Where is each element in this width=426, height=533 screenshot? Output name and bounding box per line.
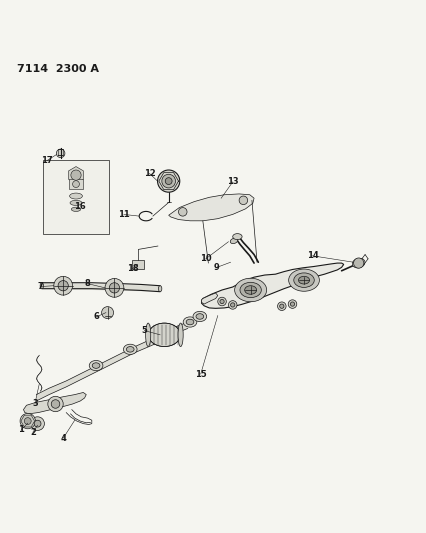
Text: 4: 4: [60, 434, 66, 442]
Circle shape: [31, 417, 44, 431]
Circle shape: [228, 301, 236, 309]
Ellipse shape: [232, 233, 242, 240]
Ellipse shape: [158, 286, 161, 292]
Ellipse shape: [186, 319, 193, 325]
Circle shape: [157, 170, 179, 192]
Circle shape: [105, 278, 124, 297]
Text: 15: 15: [194, 369, 206, 378]
Circle shape: [54, 276, 72, 295]
Text: 13: 13: [226, 177, 238, 187]
Circle shape: [34, 420, 41, 427]
Text: 14: 14: [306, 252, 318, 260]
Text: 11: 11: [118, 210, 130, 219]
Polygon shape: [42, 282, 160, 292]
Text: 16: 16: [74, 202, 86, 211]
Ellipse shape: [234, 278, 266, 302]
Ellipse shape: [70, 200, 82, 205]
Circle shape: [239, 196, 247, 205]
Circle shape: [72, 181, 79, 188]
Ellipse shape: [244, 286, 256, 294]
Circle shape: [161, 174, 175, 188]
Polygon shape: [69, 167, 83, 184]
Polygon shape: [201, 263, 343, 309]
Ellipse shape: [196, 314, 203, 319]
Ellipse shape: [293, 273, 314, 287]
Bar: [69, 180, 83, 189]
Circle shape: [288, 300, 296, 309]
Ellipse shape: [123, 344, 137, 354]
Circle shape: [71, 170, 81, 180]
Text: 6: 6: [93, 312, 99, 321]
Ellipse shape: [69, 193, 82, 199]
Ellipse shape: [148, 323, 180, 346]
Ellipse shape: [71, 207, 81, 212]
Circle shape: [353, 258, 363, 268]
Circle shape: [178, 207, 187, 216]
Ellipse shape: [239, 282, 261, 297]
Text: 17: 17: [41, 156, 53, 165]
Ellipse shape: [351, 259, 364, 268]
Text: 5: 5: [141, 326, 147, 335]
Polygon shape: [21, 415, 35, 427]
Text: 9: 9: [213, 263, 219, 272]
Circle shape: [101, 306, 113, 319]
Ellipse shape: [288, 269, 319, 291]
Circle shape: [277, 302, 285, 311]
Circle shape: [24, 418, 31, 424]
Bar: [132, 260, 144, 269]
Ellipse shape: [40, 282, 43, 289]
Circle shape: [290, 302, 294, 306]
Ellipse shape: [183, 317, 196, 327]
Text: 7: 7: [37, 282, 43, 291]
Circle shape: [48, 397, 63, 411]
Polygon shape: [201, 293, 217, 304]
Circle shape: [58, 280, 68, 291]
Circle shape: [109, 282, 119, 293]
Text: 8: 8: [84, 279, 90, 288]
Text: 12: 12: [143, 169, 155, 178]
Text: 3: 3: [32, 399, 38, 408]
Ellipse shape: [298, 276, 309, 284]
Ellipse shape: [126, 346, 134, 352]
Circle shape: [56, 149, 65, 158]
Circle shape: [219, 300, 224, 304]
Polygon shape: [168, 194, 253, 221]
Ellipse shape: [230, 238, 237, 244]
Text: 18: 18: [126, 264, 138, 273]
Circle shape: [51, 400, 60, 408]
Circle shape: [217, 297, 226, 306]
Ellipse shape: [145, 323, 150, 346]
Circle shape: [230, 303, 234, 307]
Text: 1: 1: [18, 425, 24, 434]
Circle shape: [20, 414, 35, 429]
Text: 7114  2300 A: 7114 2300 A: [17, 63, 99, 74]
Ellipse shape: [89, 360, 103, 370]
Bar: [43, 160, 109, 235]
Text: 2: 2: [30, 427, 36, 437]
Polygon shape: [23, 392, 86, 414]
Ellipse shape: [193, 311, 206, 321]
Circle shape: [279, 304, 283, 309]
Ellipse shape: [92, 363, 100, 368]
Circle shape: [165, 177, 172, 184]
Polygon shape: [36, 322, 187, 401]
Ellipse shape: [178, 323, 183, 346]
Text: 10: 10: [199, 254, 211, 263]
